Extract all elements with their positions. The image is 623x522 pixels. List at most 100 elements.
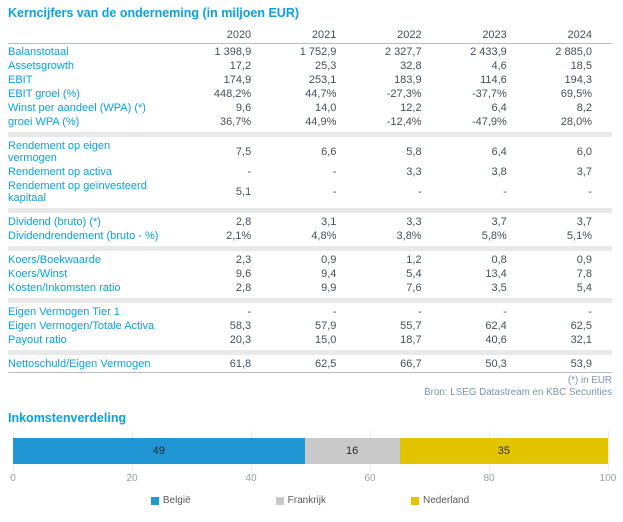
section-divider [8,349,612,355]
cell-value: 28,0% [560,116,592,128]
stacked-bar: 49 16 35 [13,438,608,464]
cell-value: 44,7% [305,88,337,100]
bar-value-label: 49 [152,445,165,457]
cell-value: 57,9 [314,320,337,332]
cell-value: 18,7 [400,334,422,346]
year-column-header: 2022 [397,29,422,41]
legend-label: Frankrijk [287,495,326,506]
cell-value: 0,8 [491,254,507,266]
row-label: Kosten/Inkomsten ratio [8,282,121,294]
cell-value: 2,1% [226,230,252,242]
cell-value: 66,7 [400,358,422,370]
table-row: Dividendrendement (bruto - %) 2,1% 4,8% 3,8… [8,229,612,243]
cell-value: -47,9% [471,116,507,128]
cell-value: 3,3 [406,166,422,178]
row-label: Winst per aandeel (WPA) (*) [8,102,146,114]
row-label: Koers/Winst [8,268,68,280]
chart-title: Inkomstenverdeling [8,411,127,425]
cell-value: 183,9 [394,74,422,86]
table-bottom-line [8,372,612,373]
legend-label: België [162,495,191,506]
cell-value: 7,5 [235,146,252,158]
cell-value: - [588,306,592,318]
row-label: Nettoschuld/Eigen Vermogen [8,358,151,370]
legend-item-nederland[interactable]: Nederland [411,495,469,506]
bar-segment-belgie[interactable]: 49 [13,438,305,464]
row-label: EBIT groei (%) [8,88,80,100]
cell-value: 7,8 [576,268,592,280]
cell-value: 36,7% [219,116,252,128]
cell-value: 62,5 [570,320,592,332]
legend-item-belgie[interactable]: België [150,495,191,506]
cell-value: 1 752,9 [299,46,337,58]
table-header-row: 2020 2021 2022 2023 2024 [8,28,612,42]
table-row: EBIT groei (%) 448,2% 44,7% -27,3% -37,7% 69,… [8,87,612,101]
cell-value: 53,9 [570,358,592,370]
bar-segment-nederland[interactable]: 35 [399,438,608,464]
cell-value: 6,6 [321,146,337,158]
row-label: Koers/Boekwaarde [8,254,101,266]
cell-value: 5,1 [235,186,252,198]
legend-swatch-frankrijk [275,496,284,505]
row-label: Rendement op activa [8,166,112,178]
cell-value: - [332,306,337,318]
axis-tick-label: 40 [245,473,257,484]
section-divider [8,207,612,213]
source-note: Bron: LSEG Datastream en KBC Securities [424,386,612,398]
cell-value: 32,1 [570,334,592,346]
cell-value: 0,9 [576,254,592,266]
cell-value: - [417,186,422,198]
cell-value: 15,0 [314,334,337,346]
cell-value: 32,8 [400,60,422,72]
row-label: groei WPA (%) [8,116,80,128]
cell-value: 3,3 [406,216,422,228]
cell-value: - [417,306,422,318]
cell-value: 1,2 [406,254,422,266]
table-row: EBIT 174,9 253,1 183,9 114,6 194,3 [8,73,612,87]
section-divider [8,297,612,303]
cell-value: 20,3 [229,334,252,346]
cell-value: 3,7 [491,216,507,228]
cell-value: 2,8 [235,282,252,294]
cell-value: -37,7% [471,88,507,100]
year-column-header: 2024 [567,29,592,41]
row-label: Dividendrendement (bruto - %) [8,230,159,242]
row-label: EBIT [8,74,33,86]
cell-value: 6,0 [576,146,592,158]
legend-item-frankrijk[interactable]: Frankrijk [275,495,326,506]
cell-value: 40,6 [485,334,507,346]
cell-value: 2 327,7 [384,46,422,58]
cell-value: - [332,186,337,198]
cell-value: 25,3 [314,60,337,72]
cell-value: 9,4 [321,268,337,280]
bar-value-label: 35 [497,445,510,457]
axis-tick-label: 0 [10,473,16,484]
cell-value: 61,8 [229,358,252,370]
table-notes: (*) in EUR Bron: LSEG Datastream en KBC … [8,375,612,398]
cell-value: - [332,166,337,178]
row-label: Rendement op geïnvesteerd kapitaal [8,180,147,204]
cell-value: 194,3 [564,74,592,86]
table-row: Nettoschuld/Eigen Vermogen 61,8 62,5 66,7 50… [8,357,612,371]
legend-label: Nederland [423,495,470,506]
cell-value: 62,4 [485,320,507,332]
cell-value: 9,6 [235,102,252,114]
row-label: Dividend (bruto) (*) [8,216,101,228]
axis-tick-label: 20 [126,473,138,484]
cell-value: - [503,306,507,318]
cell-value: - [503,186,507,198]
section-divider [8,245,612,251]
cell-value: 2,3 [235,254,252,266]
table-row: Eigen Vermogen Tier 1 - - - - - [8,305,612,319]
cell-value: 2 433,9 [470,46,507,58]
key-figures-table: 2020 2021 2022 2023 2024 Balanstotaal 1 398,9 1… [8,28,612,373]
table-row: Balanstotaal 1 398,9 1 752,9 2 327,7 2 433,9… [8,45,612,59]
bar-segment-frankrijk[interactable]: 16 [304,438,400,464]
cell-value: 1 398,9 [214,46,252,58]
cell-value: 6,4 [491,102,507,114]
year-column-header: 2023 [482,29,507,41]
cell-value: 55,7 [400,320,422,332]
cell-value: 6,4 [491,146,507,158]
cell-value: 44,9% [305,116,337,128]
cell-value: 14,0 [314,102,337,114]
